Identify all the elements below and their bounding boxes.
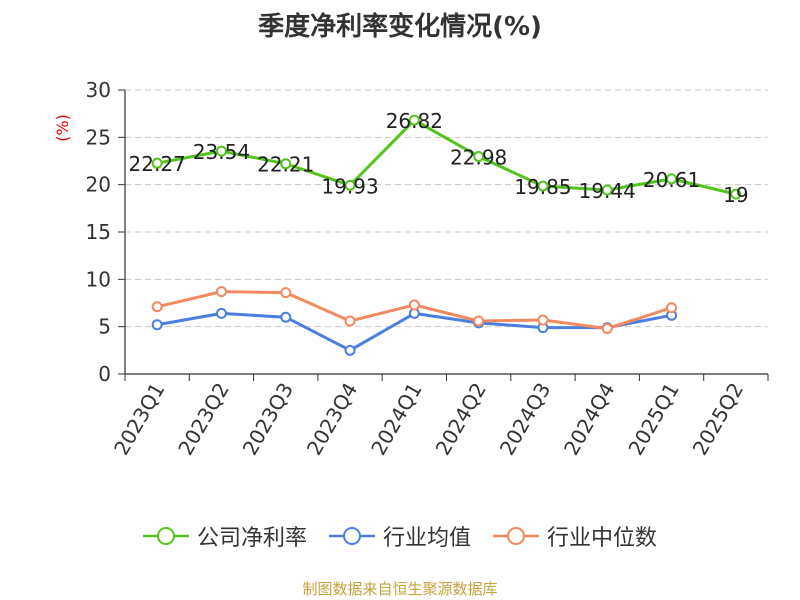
data-point: [344, 344, 356, 356]
y-tick-label: 10: [86, 267, 111, 291]
data-point: [151, 301, 163, 313]
data-label: 19: [723, 183, 748, 207]
data-point: [344, 315, 356, 327]
data-label: 20.61: [643, 168, 700, 192]
data-label-layer: 22.27 23.54 22.21 19.93 26.82 22.98 19.85 19.44…: [129, 109, 749, 207]
legend-marker-industry-median: [493, 527, 539, 545]
legend-marker-company: [142, 527, 189, 545]
data-point: [151, 319, 163, 331]
data-point: [601, 184, 613, 196]
data-point: [215, 145, 227, 157]
data-label: 19.93: [321, 174, 378, 198]
data-point: [215, 286, 227, 298]
series-line: [156, 311, 672, 352]
data-point: [151, 157, 163, 169]
data-point: [473, 315, 485, 327]
legend-item-industry-mean[interactable]: 行业均值: [328, 520, 471, 552]
x-tick-label: 2025Q1: [623, 379, 683, 460]
data-point: [666, 302, 678, 314]
data-label: 19.85: [514, 175, 571, 199]
data-point: [730, 188, 742, 200]
legend: 公司净利率 行业均值 行业中位数: [0, 520, 800, 552]
data-point: [537, 180, 549, 192]
y-tick-label: 0: [98, 362, 111, 386]
x-tick-label: 2023Q2: [173, 379, 233, 460]
x-tick-label: 2024Q4: [559, 379, 619, 460]
y-tick-label: 5: [98, 315, 111, 339]
x-tick-label: 2024Q3: [495, 379, 555, 460]
data-point: [537, 314, 549, 326]
legend-label-industry-mean: 行业均值: [382, 526, 471, 551]
series-layer: [151, 114, 742, 356]
x-tick-label: 2024Q1: [366, 379, 426, 460]
legend-marker-industry-mean: [328, 527, 375, 545]
x-tick-label: 2023Q1: [109, 379, 169, 460]
y-tick-label: 20: [86, 173, 111, 197]
x-tick-label: 2024Q2: [431, 379, 491, 460]
y-axis-unit-label: (%): [53, 114, 72, 142]
data-point: [280, 287, 292, 299]
data-label: 22.21: [257, 153, 314, 177]
data-point: [215, 307, 227, 319]
data-point: [473, 150, 485, 162]
data-point: [280, 158, 292, 170]
y-tick-label: 25: [86, 125, 111, 149]
data-label: 19.44: [579, 179, 636, 203]
data-label: 22.27: [129, 152, 186, 176]
data-point: [408, 114, 420, 126]
legend-label-company: 公司净利率: [196, 526, 307, 551]
y-tick-label: 15: [86, 220, 111, 244]
data-label: 22.98: [450, 145, 507, 169]
data-point: [344, 179, 356, 191]
data-point: [280, 311, 292, 323]
series-line: [156, 118, 737, 196]
x-tick-label: 2025Q2: [688, 379, 748, 460]
data-label: 23.54: [193, 140, 250, 164]
legend-label-industry-median: 行业中位数: [547, 526, 658, 551]
data-point: [601, 323, 613, 335]
chart-title: 季度净利率变化情况(%): [258, 12, 542, 42]
data-point: [408, 299, 420, 311]
x-tick-label: 2023Q4: [302, 379, 362, 460]
source-note: 制图数据来自恒生聚源数据库: [302, 580, 498, 598]
data-point: [666, 173, 678, 185]
data-label: 26.82: [386, 109, 443, 133]
legend-item-industry-median[interactable]: 行业中位数: [493, 520, 657, 552]
legend-item-company[interactable]: 公司净利率: [142, 520, 307, 552]
y-tick-label: 30: [86, 78, 111, 102]
x-tick-label: 2023Q3: [238, 379, 298, 460]
